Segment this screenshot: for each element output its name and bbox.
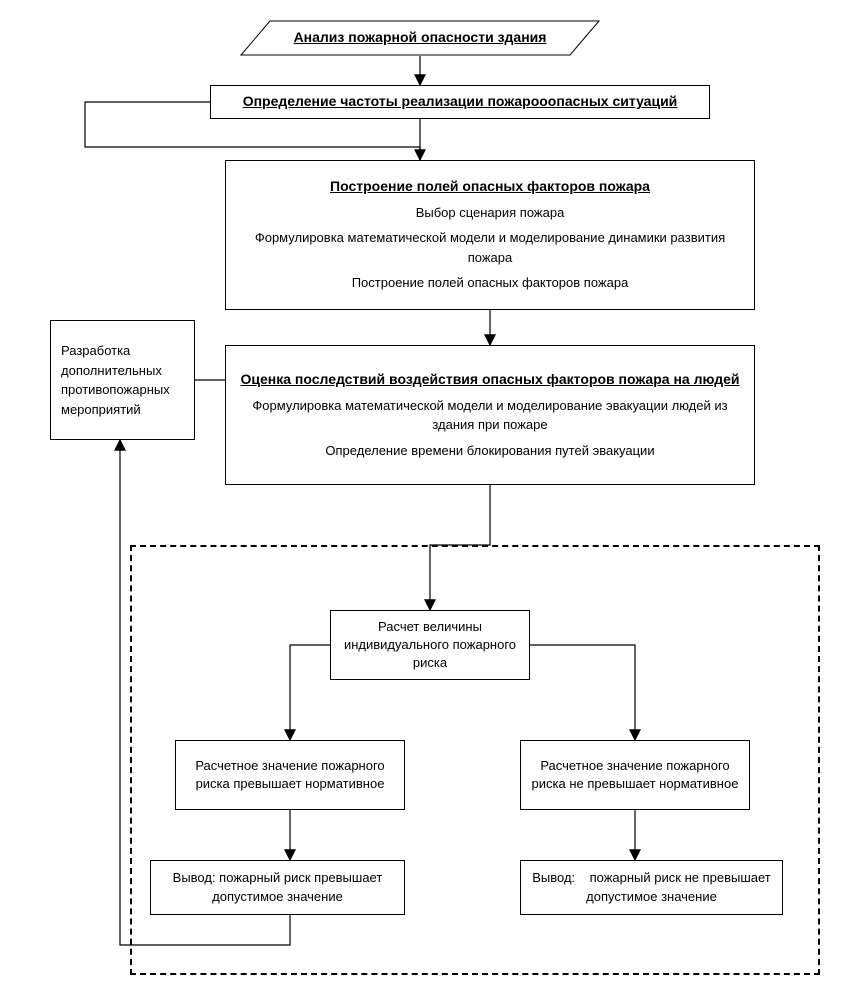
node-exceeds-text: Расчетное значение пожарного риска превы… xyxy=(186,757,394,793)
node-fields-line3: Построение полей опасных факторов пожара xyxy=(236,273,744,293)
node-fields: Построение полей опасных факторов пожара… xyxy=(225,160,755,310)
node-consequences-line1: Формулировка математической модели и мод… xyxy=(236,396,744,435)
node-frequency: Определение частоты реализации пожароооп… xyxy=(210,85,710,119)
node-consequences: Оценка последствий воздействия опасных ф… xyxy=(225,345,755,485)
node-consequences-line2: Определение времени блокирования путей э… xyxy=(236,441,744,461)
node-frequency-title: Определение частоты реализации пожароооп… xyxy=(221,92,699,112)
node-fields-title: Построение полей опасных факторов пожара xyxy=(236,177,744,197)
node-not-exceeds: Расчетное значение пожарного риска не пр… xyxy=(520,740,750,810)
node-analysis: Анализ пожарной опасности здания xyxy=(240,20,600,56)
node-fields-line2: Формулировка математической модели и мод… xyxy=(236,228,744,267)
node-conclusion-ok-text: Вывод: пожарный риск не превышает допуст… xyxy=(531,869,772,905)
node-measures-text: Разработка дополнительных противопожарны… xyxy=(61,341,184,419)
node-risk-calc-text: Расчет величины индивидуального пожарног… xyxy=(341,618,519,673)
node-fields-line1: Выбор сценария пожара xyxy=(236,203,744,223)
node-consequences-title: Оценка последствий воздействия опасных ф… xyxy=(236,370,744,390)
node-conclusion-ok: Вывод: пожарный риск не превышает допуст… xyxy=(520,860,783,915)
node-exceeds: Расчетное значение пожарного риска превы… xyxy=(175,740,405,810)
node-conclusion-exceed: Вывод: пожарный риск превышает допустимо… xyxy=(150,860,405,915)
flowchart-canvas: Анализ пожарной опасности здания Определ… xyxy=(0,0,860,1001)
node-not-exceeds-text: Расчетное значение пожарного риска не пр… xyxy=(531,757,739,793)
node-measures: Разработка дополнительных противопожарны… xyxy=(50,320,195,440)
node-analysis-title: Анализ пожарной опасности здания xyxy=(294,28,547,48)
node-risk-calc: Расчет величины индивидуального пожарног… xyxy=(330,610,530,680)
node-conclusion-exceed-text: Вывод: пожарный риск превышает допустимо… xyxy=(161,869,394,905)
